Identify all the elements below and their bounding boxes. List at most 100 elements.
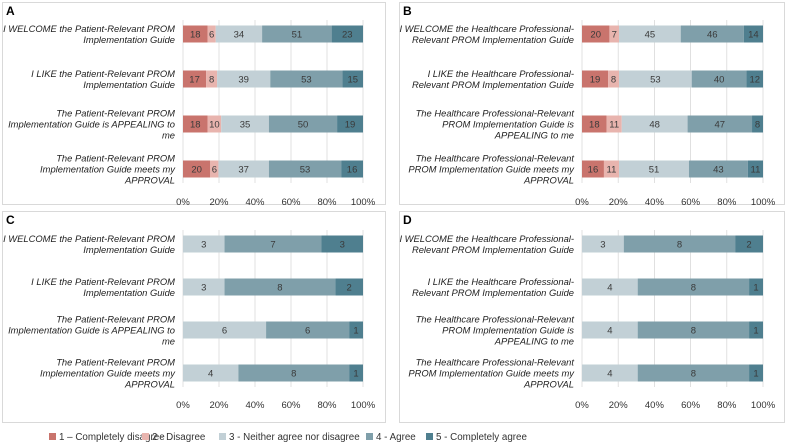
legend-swatch	[219, 433, 226, 440]
panel-a-category-label: I LIKE the Patient-Relevant PROM	[31, 68, 175, 79]
panel-b-category-label: PROM Implementation Guide meets my	[408, 164, 575, 175]
panel-b-bar-segment	[743, 25, 763, 43]
panel-b-bar-segment	[582, 160, 604, 178]
panel-b-bar-segment	[687, 115, 753, 133]
panel-c-bar-segment	[349, 321, 363, 339]
panel-b-category-label: The Healthcare Professional-Relevant	[416, 107, 575, 118]
panel-a-bar-segment	[337, 115, 363, 133]
panel-b-category-label: APPROVAL	[523, 175, 574, 186]
panel-a-x-tick-label: 60%	[281, 197, 301, 208]
panel-c-x-tick-label: 40%	[245, 400, 265, 411]
panel-b-data-label: 43	[713, 165, 724, 176]
panel-a-bar-segment	[268, 115, 338, 133]
panel-d-data-label: 1	[753, 283, 758, 294]
panel-c-category-label: Implementation Guide	[83, 287, 175, 298]
panel-d-x-tick-label: 100%	[751, 400, 776, 411]
panel-a-bar-segment	[262, 25, 332, 43]
panel-a-bar-segment	[270, 70, 343, 88]
panel-b-category-label: Relevant PROM Implementation Guide	[412, 79, 574, 90]
panel-b-bar-segment	[752, 115, 763, 133]
panel-b-bar-segment	[680, 25, 744, 43]
panel-c-data-label: 6	[222, 326, 227, 337]
panel-b-bar-segment	[621, 115, 688, 133]
panel-b-data-label: 14	[748, 30, 759, 41]
panel-a-data-label: 50	[298, 120, 309, 131]
panel-d-x-tick-label: 0%	[575, 400, 589, 411]
panel-d-bar-segment	[637, 364, 750, 382]
panel-c-bar-segment	[183, 235, 225, 253]
panel-c-data-label: 8	[277, 283, 282, 294]
panel-b-x-tick-label: 20%	[609, 197, 629, 208]
panel-c-x-tick-label: 0%	[176, 400, 190, 411]
panel-d-bar-segment	[582, 321, 638, 339]
panel-a-data-label: 51	[292, 30, 303, 41]
panel-a-data-label: 37	[238, 165, 249, 176]
panel-b-category-label: Relevant PROM Implementation Guide	[412, 34, 574, 45]
panel-d-bar-segment	[582, 364, 638, 382]
panel-a-bar-segment	[268, 160, 342, 178]
legend-swatch	[142, 433, 149, 440]
panel-c-category-label: me	[162, 336, 175, 347]
panel-a-data-label: 18	[190, 120, 201, 131]
panel-a-bar-segment	[207, 115, 222, 133]
panel-a-bar-segment	[183, 115, 208, 133]
panel-c-bar-segment	[349, 364, 363, 382]
panel-d-category-label: I LIKE the Healthcare Professional-	[428, 276, 574, 287]
panel-b-label: B	[403, 4, 412, 18]
panel-b-category-label: The Healthcare Professional-Relevant	[416, 152, 575, 163]
panel-a-category-label: The Patient-Relevant PROM	[56, 107, 175, 118]
panel-d-bar-segment	[637, 278, 750, 296]
panel-c-data-label: 3	[201, 283, 206, 294]
panel-b-bar-segment	[619, 25, 681, 43]
panel-b-data-label: 47	[715, 120, 726, 131]
panel-a-bar-segment	[183, 160, 211, 178]
panel-b-bar-segment	[582, 115, 607, 133]
panel-a-category-label: Implementation Guide is APPEALING to	[8, 119, 175, 130]
panel-c-data-label: 3	[201, 240, 206, 251]
panel-b-bar-segment	[619, 160, 689, 178]
panel-a-data-label: 8	[209, 75, 214, 86]
panel-a-x-tick-label: 40%	[245, 197, 265, 208]
panel-b-frame	[399, 2, 785, 205]
panel-c-data-label: 6	[305, 326, 310, 337]
panel-c-bar-segment	[266, 321, 350, 339]
panel-d-category-label: PROM Implementation Guide is	[442, 325, 574, 336]
panel-c-category-label: Implementation Guide	[83, 244, 175, 255]
panel-a-data-label: 16	[347, 165, 358, 176]
panel-c-x-tick-label: 80%	[317, 400, 337, 411]
panel-b-x-tick-label: 80%	[717, 197, 737, 208]
panel-a-data-label: 23	[342, 30, 353, 41]
panel-a-bar-segment	[183, 25, 208, 43]
panel-b-x-tick-label: 40%	[645, 197, 665, 208]
panel-d-category-label: APPEALING to me	[494, 336, 574, 347]
legend-label: 3 - Neither agree nor disagree	[229, 432, 360, 443]
panel-a-category-label: APPROVAL	[124, 175, 175, 186]
panel-b-x-tick-label: 60%	[681, 197, 701, 208]
panel-d-data-label: 4	[607, 283, 612, 294]
panel-c-x-tick-label: 60%	[281, 400, 301, 411]
legend-label: 4 - Agree	[376, 432, 416, 443]
panel-b-data-label: 51	[649, 165, 660, 176]
panel-c-bar-segment	[321, 235, 363, 253]
panel-d-bar-segment	[749, 364, 763, 382]
panel-a-data-label: 17	[189, 75, 200, 86]
panel-c-label: C	[6, 213, 15, 227]
panel-a-data-label: 10	[209, 120, 220, 131]
panel-c-category-label: Implementation Guide meets my	[40, 368, 176, 379]
panel-b-category-label: I LIKE the Healthcare Professional-	[428, 68, 574, 79]
panel-a-data-label: 53	[300, 165, 311, 176]
panel-b-category-label: I WELCOME the Healthcare Professional-	[399, 23, 574, 34]
panel-a-category-label: Implementation Guide	[83, 34, 175, 45]
panel-d-bar-segment	[749, 278, 763, 296]
panel-d-bar-segment	[582, 278, 638, 296]
panel-b-bar-segment	[691, 70, 747, 88]
panel-b-data-label: 46	[707, 30, 718, 41]
panel-d-bar-segment	[735, 235, 763, 253]
panel-b-data-label: 8	[755, 120, 760, 131]
panel-a-x-tick-label: 0%	[176, 197, 190, 208]
panel-b-x-tick-label: 0%	[575, 197, 589, 208]
panel-d-category-label: The Healthcare Professional-Relevant	[416, 356, 575, 367]
panel-b-bar-segment	[609, 25, 620, 43]
panel-c-data-label: 1	[353, 326, 358, 337]
panel-a-data-label: 15	[347, 75, 358, 86]
